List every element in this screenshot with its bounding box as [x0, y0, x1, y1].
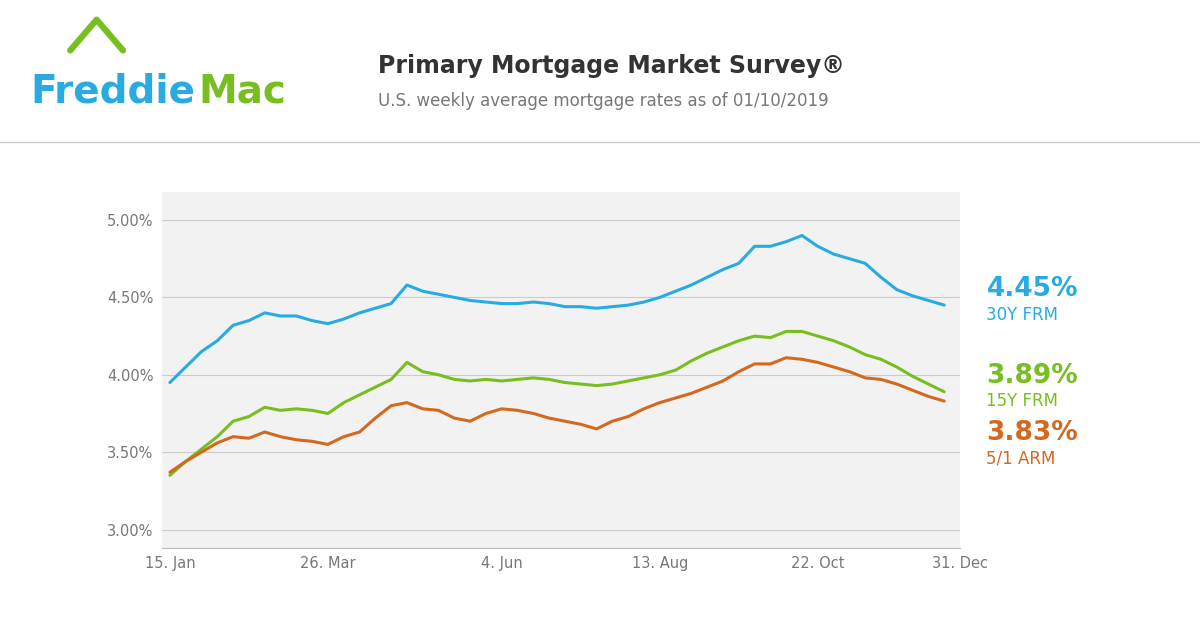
Text: 3.83%: 3.83% — [986, 420, 1078, 446]
Text: Primary Mortgage Market Survey®: Primary Mortgage Market Survey® — [378, 54, 845, 78]
Text: 4.45%: 4.45% — [986, 277, 1078, 302]
Text: Freddie: Freddie — [30, 72, 194, 110]
Text: Mac: Mac — [198, 72, 286, 110]
Text: 5/1 ARM: 5/1 ARM — [986, 449, 1056, 467]
Text: U.S. weekly average mortgage rates as of 01/10/2019: U.S. weekly average mortgage rates as of… — [378, 92, 829, 110]
Text: 3.89%: 3.89% — [986, 363, 1078, 389]
Text: 30Y FRM: 30Y FRM — [986, 306, 1058, 324]
Text: 15Y FRM: 15Y FRM — [986, 392, 1058, 410]
